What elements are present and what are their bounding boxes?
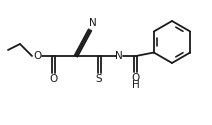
Text: N: N (115, 51, 123, 61)
Text: O: O (131, 73, 140, 83)
Text: O: O (33, 51, 41, 61)
Text: S: S (96, 74, 102, 84)
Text: N: N (89, 18, 97, 28)
Text: O: O (49, 74, 58, 84)
Text: H: H (132, 80, 139, 90)
